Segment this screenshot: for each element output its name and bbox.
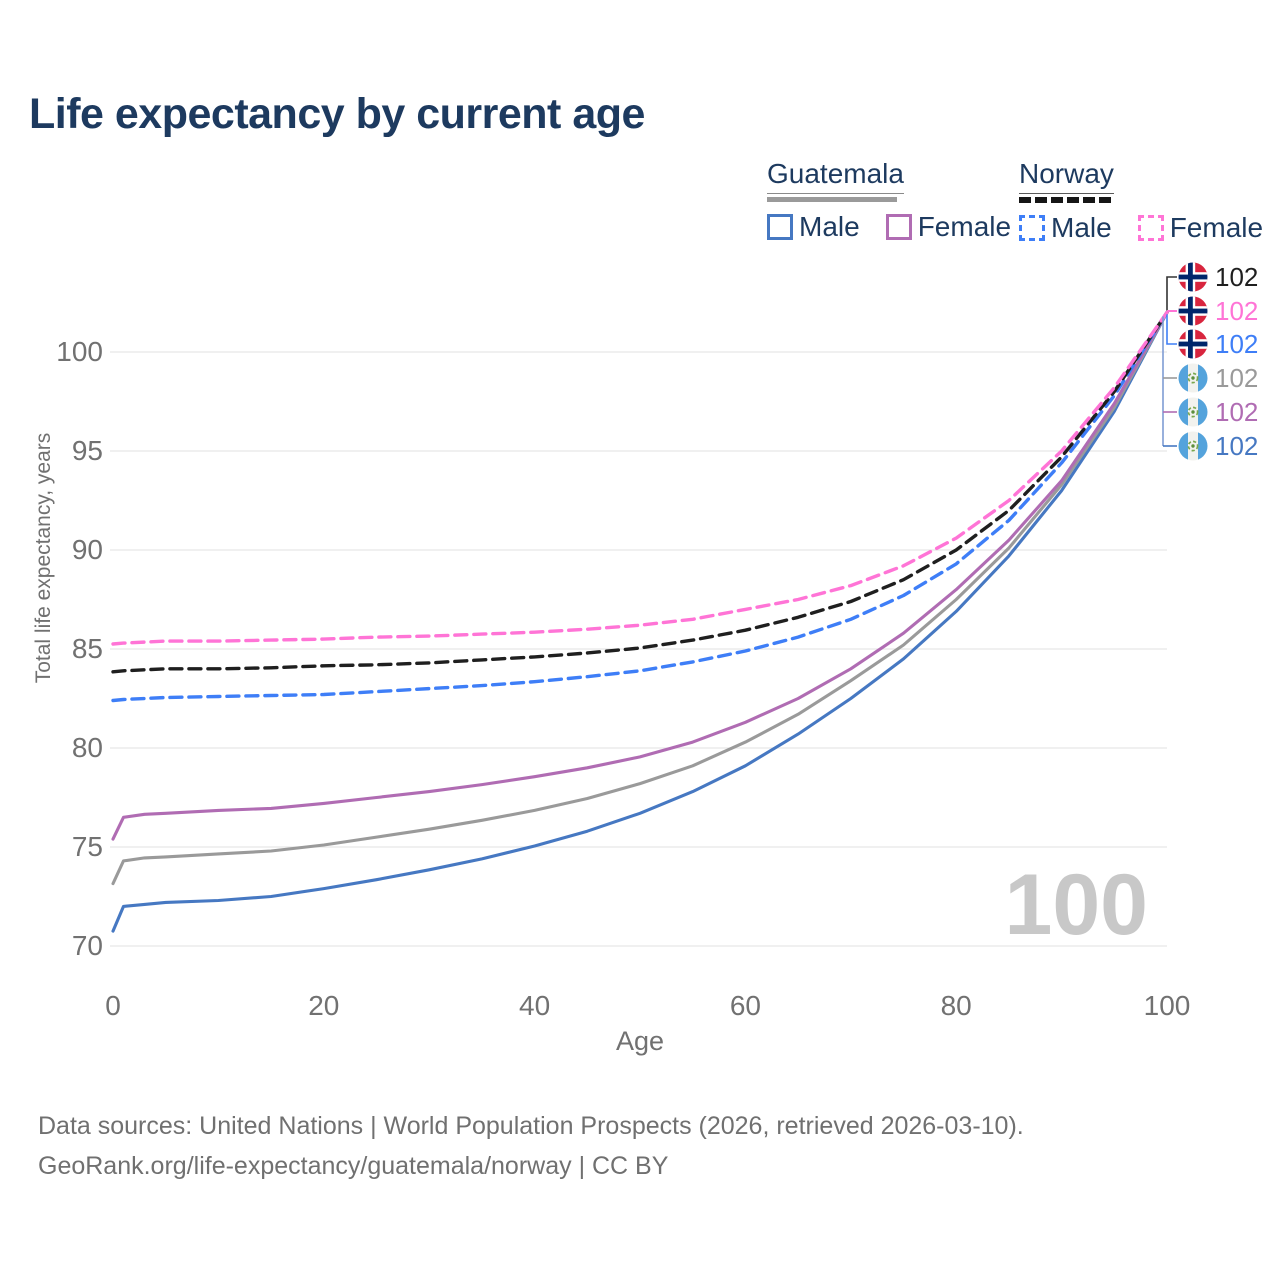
guatemala-flag-icon: [1178, 431, 1208, 461]
legend-swatch-norway-male[interactable]: [1019, 215, 1045, 241]
y-tick-label: 75: [71, 831, 103, 862]
guatemala-flag-icon: [1178, 363, 1208, 393]
legend-swatch-guatemala-female[interactable]: [885, 214, 912, 240]
series-line-norway-female: [111, 310, 1169, 646]
legend-country-norway[interactable]: Norway: [1019, 158, 1114, 194]
end-label-value: 102: [1215, 430, 1259, 461]
x-tick-label: 0: [105, 990, 121, 1021]
end-label-value: 102: [1215, 396, 1259, 427]
leader-norway-both: [1166, 276, 1177, 311]
legend-label-guatemala-female[interactable]: Female: [917, 211, 1012, 242]
end-label-value: 102: [1215, 328, 1259, 359]
end-label-row-guatemala: 102: [1178, 431, 1258, 461]
legend-swatch-norway-female[interactable]: [1137, 215, 1164, 241]
series-line-norway-both-sexes: [111, 310, 1169, 674]
leader-norway-male: [1166, 314, 1177, 345]
end-label-row-norway: 102: [1178, 262, 1258, 292]
page-title: Life expectancy by current age: [29, 90, 645, 138]
end-label-row-guatemala: 102: [1178, 363, 1258, 393]
x-tick-label: 20: [308, 990, 340, 1021]
norway-flag-icon: [1178, 296, 1208, 326]
legend-label-norway-female[interactable]: Female: [1169, 212, 1264, 243]
y-tick-label: 90: [71, 534, 103, 565]
legend-country-guatemala[interactable]: Guatemala: [767, 158, 904, 194]
end-label-value: 102: [1215, 295, 1259, 326]
x-tick-label: 100: [1143, 990, 1191, 1021]
series-line-guatemala-male: [111, 310, 1169, 933]
end-label-row-norway: 102: [1178, 296, 1258, 326]
guatemala-flag-icon: [1178, 397, 1208, 427]
end-label-value: 102: [1215, 261, 1259, 292]
footer-link: GeoRank.org/life-expectancy/guatemala/no…: [38, 1152, 669, 1180]
series-line-norway-male: [111, 310, 1169, 703]
legend-line-sample-norway: [1019, 197, 1111, 203]
y-tick-label: 80: [71, 732, 103, 763]
legend-swatch-guatemala-male[interactable]: [767, 214, 793, 240]
y-tick-label: 100: [56, 336, 103, 367]
norway-flag-icon: [1178, 262, 1208, 292]
series-line-guatemala-both-sexes: [111, 310, 1169, 886]
series-line-guatemala-female: [111, 310, 1169, 841]
norway-flag-icon: [1178, 329, 1208, 359]
y-tick-label: 70: [71, 930, 103, 961]
age-watermark: 100: [1004, 857, 1149, 953]
legend-line-sample-guatemala: [767, 197, 897, 202]
x-tick-label: 40: [519, 990, 551, 1021]
legend-label-norway-male[interactable]: Male: [1051, 212, 1112, 243]
legend-group-norway: Norway Male Female: [1019, 158, 1280, 244]
x-tick-label: 80: [940, 990, 972, 1021]
end-label-value: 102: [1215, 362, 1259, 393]
end-label-row-guatemala: 102: [1178, 397, 1258, 427]
end-label-row-norway: 102: [1178, 329, 1258, 359]
footer-sources: Data sources: United Nations | World Pop…: [38, 1112, 1024, 1140]
y-tick-label: 85: [71, 633, 103, 664]
legend-label-guatemala-male[interactable]: Male: [799, 211, 860, 242]
legend-group-guatemala: Guatemala Male Female: [767, 158, 1037, 243]
x-tick-label: 60: [729, 990, 761, 1021]
footer: Data sources: United Nations | World Pop…: [38, 1106, 1024, 1186]
x-axis-title: Age: [615, 1026, 665, 1056]
y-tick-label: 95: [71, 435, 103, 466]
